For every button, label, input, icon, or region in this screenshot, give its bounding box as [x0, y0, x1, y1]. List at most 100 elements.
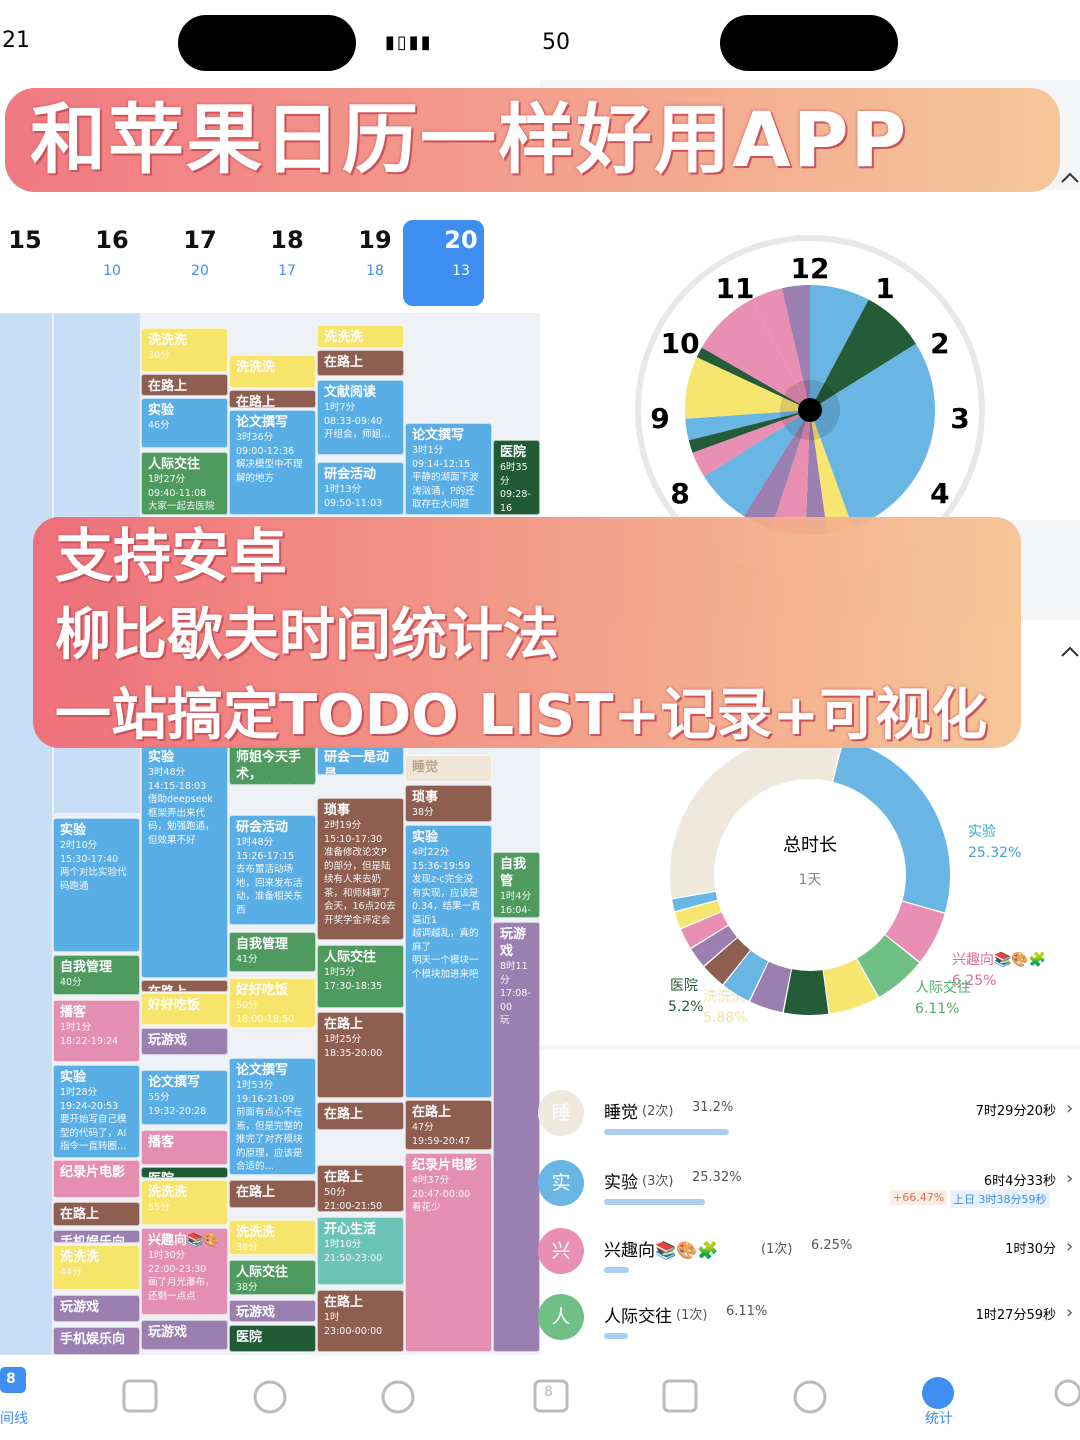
event-block[interactable]: 在路上	[141, 374, 228, 396]
selected-date[interactable]	[403, 220, 484, 306]
event-block[interactable]: 兴趣向📚🎨 1时30分 22:00-23:30 画了月光瀑布， 还剩一点点	[141, 1228, 228, 1315]
event-detail: 6时35分	[500, 462, 528, 487]
event-block[interactable]: 洗洗洗 44分	[53, 1245, 140, 1290]
tab-icon[interactable]	[381, 1380, 415, 1414]
event-block[interactable]: 医院 6时35分 09:28-16	[493, 440, 540, 515]
stat-percent: 6.11%	[726, 1304, 768, 1319]
event-block[interactable]: 实验 2时10分 15:30-17:40 两个对比实验代 码跑通	[53, 818, 140, 952]
event-block[interactable]: 玩游戏	[141, 1320, 228, 1350]
event-detail: 15:30-17:40	[60, 853, 119, 865]
event-detail: 解决模型中不理	[236, 459, 303, 470]
event-block[interactable]: 洗洗洗 38分	[229, 1220, 316, 1255]
event-block[interactable]: 睡觉	[405, 755, 492, 782]
event-title: 在路上	[324, 355, 364, 370]
event-detail: 前面有点心不在	[236, 1107, 303, 1118]
event-block[interactable]: 手机娱乐向	[53, 1230, 140, 1243]
donut-segment	[680, 912, 728, 948]
event-block[interactable]: 实验 1时28分 19:24-20:53 要开始写自己模 型的代码了，AI 指令一直转圈…	[53, 1065, 140, 1158]
event-block[interactable]: 在路上 1时25分 18:35-20:00	[317, 1012, 404, 1098]
event-block[interactable]: 在路上	[317, 1102, 404, 1130]
tab-icon[interactable]	[253, 1380, 287, 1414]
event-block[interactable]: 人际交往 1时5分 17:30-18:35	[317, 945, 404, 1008]
event-detail: 1时28分	[60, 1087, 98, 1098]
stat-icon: 实	[538, 1160, 584, 1206]
event-block[interactable]: 玩游戏	[53, 1295, 140, 1322]
event-block[interactable]: 在路上 50分 21:00-21:50	[317, 1165, 404, 1212]
event-block[interactable]: 洗洗洗 55分	[141, 1180, 228, 1225]
event-block[interactable]: 琐事 2时19分 15:10-17:30 准备修改论文P 的部分，但是陆 续有人来去奶 茶，…	[317, 798, 404, 940]
event-block[interactable]: 好好吃饭 50分 18:00-18:50	[229, 978, 316, 1028]
stat-previous: 上日 3时38分59秒	[950, 1190, 1050, 1208]
event-block[interactable]: 玩游戏 8时11分 17:08-00 玩	[493, 922, 540, 1352]
tab-label: 统计	[925, 1411, 953, 1427]
event-block[interactable]: 在路上	[53, 1202, 140, 1226]
event-block[interactable]: 研会活动 1时48分 15:26-17:15 去布置活动场 地，回来发布活 动，准备相关东…	[229, 815, 316, 925]
clock-wedge	[701, 299, 810, 410]
event-block[interactable]: 自我管理 41分	[229, 932, 316, 972]
tab-icon[interactable]	[662, 1379, 698, 1413]
stat-bar	[604, 1267, 629, 1273]
feature-line: 一站搞定TODO LIST+记录+可视化	[55, 683, 988, 748]
event-block[interactable]: 实验 46分	[141, 398, 228, 448]
event-block[interactable]: 在路上	[141, 980, 228, 992]
date-count: 20	[191, 263, 209, 279]
event-block[interactable]: 自我管 1时4分 16:04-17	[493, 852, 540, 918]
event-block[interactable]: 医院	[229, 1325, 316, 1352]
event-block[interactable]: 开心生活 1时10分 21:50-23:00	[317, 1217, 404, 1285]
event-block[interactable]: 论文撰写 3时36分 09:00-12:36 解决模型中不理 解的地方	[229, 410, 316, 515]
event-detail: 21:00-21:50	[324, 1200, 383, 1212]
event-block[interactable]: 洗洗洗 30分	[141, 328, 228, 372]
tab-icon[interactable]	[0, 1367, 26, 1393]
event-block[interactable]: 玩游戏	[229, 1300, 316, 1322]
tab-icon[interactable]	[533, 1379, 569, 1413]
event-block[interactable]: 洗洗洗	[317, 325, 404, 348]
clock-number: 4	[930, 477, 949, 510]
event-block[interactable]: 播客 1时1分 18:22-19:24	[53, 1000, 140, 1062]
event-block[interactable]: 人际交往 1时27分 09:40-11:08 大家一起去医院	[141, 452, 228, 515]
tab-icon[interactable]	[1054, 1379, 1080, 1407]
event-block[interactable]: 研会活动 1时13分 09:50-11:03	[317, 462, 404, 515]
clock-wedge	[696, 347, 810, 410]
event-block[interactable]: 师姐今天手术，和师兄去医院…	[229, 745, 316, 785]
event-block[interactable]: 医院	[141, 1167, 228, 1178]
tab-icon[interactable]	[922, 1377, 954, 1409]
event-block[interactable]: 播客	[141, 1130, 228, 1165]
event-block[interactable]: 自我管理 40分	[53, 955, 140, 995]
event-block[interactable]: 研会一是动员，写新闻稿	[317, 745, 404, 775]
chevron: ›	[1066, 1302, 1074, 1323]
event-block[interactable]: 在路上	[229, 1180, 316, 1208]
event-block[interactable]: 实验 3时48分 14:15-18:03 借助deepseek 框架弄出来代 码，勉强跑通…	[141, 745, 228, 978]
event-block[interactable]: 人际交往 38分	[229, 1260, 316, 1295]
event-block[interactable]: 手机娱乐向	[53, 1327, 140, 1355]
event-block[interactable]: 文献阅读 1时7分 08:33-09:40 开组会，师姐…	[317, 380, 404, 455]
tab-icon[interactable]	[793, 1380, 827, 1414]
event-detail: 码，勉强跑通，	[148, 821, 215, 832]
event-detail: 15:36-19:59	[412, 860, 471, 872]
collapse-icon[interactable]	[1061, 172, 1079, 183]
collapse-icon[interactable]	[1061, 646, 1079, 657]
tab-icon[interactable]	[122, 1379, 158, 1413]
event-block[interactable]: 好好吃饭	[141, 993, 228, 1025]
clock-wedge	[685, 410, 810, 441]
status-time: 21	[2, 28, 30, 53]
event-block[interactable]: 在路上	[229, 390, 316, 408]
event-block[interactable]: 玩游戏	[141, 1028, 228, 1055]
event-block[interactable]: 实验 4时22分 15:36-19:59 发现z-c完全没 有实现，应该是 0.34，结果…	[405, 825, 492, 1098]
donut-center-value: 1天	[799, 872, 822, 888]
event-block[interactable]: 在路上 1时 23:00-00:00	[317, 1290, 404, 1352]
event-block[interactable]: 洗洗洗	[229, 355, 316, 388]
event-block[interactable]: 在路上	[317, 350, 404, 376]
event-title: 实验	[148, 403, 175, 418]
event-detail: 要开始写自己模	[60, 1114, 127, 1125]
event-block[interactable]: 纪录片电影	[53, 1160, 140, 1198]
donut-segment	[783, 969, 829, 1015]
event-title: 纪录片电影	[60, 1165, 126, 1180]
event-detail: 1时5分	[324, 967, 356, 978]
clock-wedge	[810, 343, 935, 528]
event-block[interactable]: 在路上 47分 19:59-20:47	[405, 1100, 492, 1150]
event-block[interactable]: 纪录片电影 4时37分 20:47-00:00 看花少	[405, 1153, 492, 1352]
event-block[interactable]: 论文撰写 55分 19:32-20:28	[141, 1070, 228, 1125]
event-block[interactable]: 琐事 38分	[405, 785, 492, 822]
event-block[interactable]: 论文撰写 3时1分 09:14-12:15 平静的湖面下波 涛汹涌，P的还 取存在大问题	[405, 423, 492, 515]
event-block[interactable]: 论文撰写 1时53分 19:16-21:09 前面有点心不在 焉，但是完整的 推完了对齐模…	[229, 1058, 316, 1175]
